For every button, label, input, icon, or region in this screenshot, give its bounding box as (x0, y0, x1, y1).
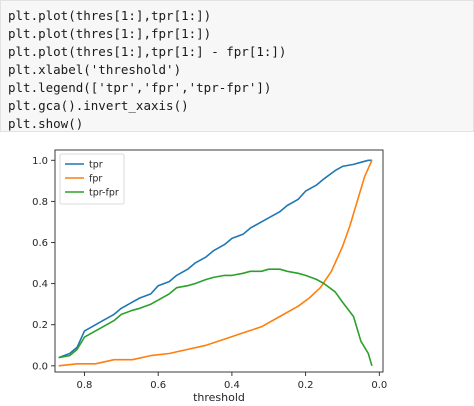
series-group (58, 159, 373, 367)
legend: tpr fpr tpr-fpr (59, 153, 125, 205)
x-tick-label: 0.8 (77, 380, 93, 391)
y-tick-label: 0.0 (32, 361, 48, 372)
x-axis-label: threshold (193, 391, 245, 402)
x-tick-label: 0.2 (298, 380, 314, 391)
legend-label-fpr: fpr (89, 174, 102, 185)
code-line: plt.legend(['tpr','fpr','tpr-fpr']) (8, 80, 272, 95)
y-tick-label: 0.4 (32, 279, 48, 290)
y-tick-label: 0.8 (32, 197, 48, 208)
y-ticks: 0.0 0.2 0.4 0.6 0.8 1.0 (32, 156, 55, 372)
output-plot: 0.8 0.6 0.4 0.2 0.0 0.0 0.2 0.4 0.6 0.8 1.0 thres… (0, 132, 474, 404)
code-cell[interactable]: plt.plot(thres[1:],tpr[1:]) plt.plot(thr… (0, 0, 474, 132)
line-chart: 0.8 0.6 0.4 0.2 0.0 0.0 0.2 0.4 0.6 0.8 1.0 thres… (32, 149, 387, 404)
x-tick-label: 0.0 (371, 380, 387, 391)
code-line: plt.plot(thres[1:],fpr[1:]) (8, 26, 212, 41)
x-ticks: 0.8 0.6 0.4 0.2 0.0 (77, 372, 387, 391)
code-line: plt.gca().invert_xaxis() (8, 98, 189, 113)
y-tick-label: 1.0 (32, 156, 48, 167)
y-tick-label: 0.2 (32, 320, 48, 331)
x-tick-label: 0.4 (224, 380, 240, 391)
legend-label-tpr-fpr: tpr-fpr (89, 188, 119, 199)
code-line: plt.show() (8, 116, 84, 131)
code-line: plt.xlabel('threshold') (8, 62, 182, 77)
series-line-tpr (58, 159, 372, 359)
code-line: plt.plot(thres[1:],tpr[1:]) (8, 8, 212, 23)
legend-label-tpr: tpr (89, 160, 103, 171)
x-tick-label: 0.6 (150, 380, 166, 391)
series-line-fpr (58, 159, 373, 367)
code-line: plt.plot(thres[1:],tpr[1:] - fpr[1:]) (8, 44, 287, 59)
y-tick-label: 0.6 (32, 238, 48, 249)
series-line-tpr-fpr (58, 268, 373, 367)
